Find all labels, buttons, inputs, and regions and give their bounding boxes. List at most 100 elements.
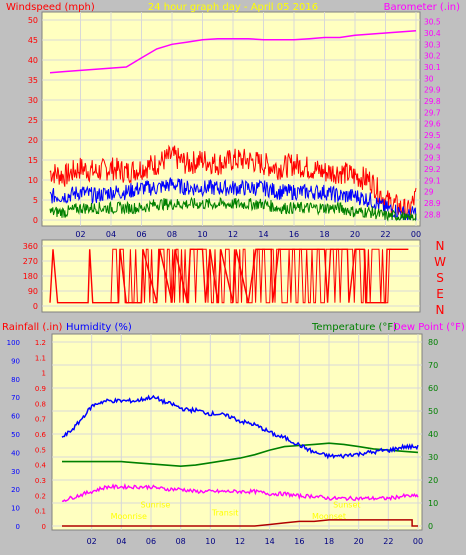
plot-area-humidity <box>51 333 423 531</box>
y-left-tick: 35 <box>28 76 38 85</box>
series-low <box>49 196 417 222</box>
humidity-tick: 90 <box>11 357 20 365</box>
x-tick: 12 <box>235 537 245 546</box>
x-tick: 02 <box>75 230 85 239</box>
x-tick: 02 <box>87 537 97 546</box>
rain-tick: 0 <box>42 523 46 531</box>
x-tick: 08 <box>167 230 177 239</box>
y-right-tick: 30.5 <box>424 18 441 27</box>
x-tick: 04 <box>106 230 116 239</box>
x-tick: 08 <box>176 537 186 546</box>
rain-tick: 1 <box>42 370 46 378</box>
series-rain <box>62 519 418 527</box>
x-tick: 12 <box>228 230 238 239</box>
x-tick: 10 <box>205 537 215 546</box>
series-temperature <box>62 442 419 468</box>
y-left-tick: 15 <box>28 156 38 165</box>
temp-tick: 0 <box>428 522 433 531</box>
x-tick: 06 <box>136 230 146 239</box>
rain-tick: 0.6 <box>35 431 47 439</box>
rain-tick: 0.4 <box>35 462 47 470</box>
x-tick: 18 <box>324 537 334 546</box>
temp-tick: 50 <box>428 407 438 416</box>
series-gust <box>49 144 417 221</box>
annotation-label: Sunset <box>333 501 360 510</box>
x-tick: 00 <box>411 230 421 239</box>
annotation-label: Sunrise <box>141 501 171 510</box>
series-barometer <box>49 29 417 74</box>
y-left-tick: 0 <box>33 216 38 225</box>
temp-tick: 20 <box>428 476 438 485</box>
humidity-tick: 10 <box>11 505 20 513</box>
y-right-tick: 30.4 <box>424 29 441 38</box>
y-direction-tick: 0 <box>33 302 38 311</box>
y-right-tick: 30 <box>424 74 434 83</box>
y-left-tick: 25 <box>28 116 38 125</box>
compass-label: S <box>436 271 444 285</box>
x-tick: 04 <box>116 537 126 546</box>
rain-tick: 0.9 <box>35 385 46 393</box>
y-left-tick: 50 <box>28 16 38 25</box>
y-right-tick: 29 <box>424 188 434 197</box>
humidity-axis-label: Humidity (%) <box>66 322 132 333</box>
rain-tick: 1.1 <box>35 354 46 362</box>
humidity-tick: 80 <box>11 376 20 384</box>
chart-title: 24 hour graph day - April 05 2016 <box>148 2 318 13</box>
y-right-tick: 29.5 <box>424 131 441 140</box>
y-right-tick: 29.8 <box>424 97 441 106</box>
y-direction-tick: 270 <box>23 257 38 266</box>
temp-tick: 10 <box>428 499 438 508</box>
y-right-tick: 29.4 <box>424 142 441 151</box>
temperature-axis-label: Temperature (°F) <box>311 322 397 333</box>
compass-label: E <box>436 287 444 301</box>
x-tick: 20 <box>354 537 364 546</box>
y-direction-tick: 360 <box>23 242 38 251</box>
y-right-tick: 29.1 <box>424 176 441 185</box>
rain-tick: 1.2 <box>35 339 46 347</box>
x-tick: 00 <box>413 537 423 546</box>
x-tick: 06 <box>146 537 156 546</box>
right-axis-label: Barometer (.in) <box>384 2 460 13</box>
compass-label: N <box>436 303 445 317</box>
dewpoint-axis-label: Dew Point (°F) <box>393 322 465 333</box>
y-left-tick: 40 <box>28 56 38 65</box>
humidity-tick: 30 <box>11 468 20 476</box>
y-direction-tick: 90 <box>28 287 38 296</box>
y-right-tick: 30.2 <box>424 52 441 61</box>
rain-tick: 0.7 <box>35 416 46 424</box>
rain-tick: 0.2 <box>35 492 46 500</box>
annotation-label: Transit <box>211 509 239 518</box>
humidity-tick: 20 <box>11 486 20 494</box>
x-tick: 20 <box>350 230 360 239</box>
annotation-label: Moonset <box>312 512 346 521</box>
series-direction-dense <box>110 248 392 304</box>
y-right-tick: 29.2 <box>424 165 441 174</box>
humidity-tick: 50 <box>11 431 20 439</box>
y-right-tick: 29.3 <box>424 154 441 163</box>
y-left-tick: 5 <box>33 196 38 205</box>
rain-tick: 0.5 <box>35 446 46 454</box>
rain-tick: 0.1 <box>35 508 46 516</box>
y-right-tick: 29.9 <box>424 86 441 95</box>
y-right-tick: 28.8 <box>424 210 441 219</box>
x-tick: 22 <box>383 537 393 546</box>
humidity-tick: 0 <box>16 523 20 531</box>
x-tick: 14 <box>258 230 268 239</box>
rain-axis-label: Rainfall (.in) <box>2 322 63 333</box>
humidity-tick: 100 <box>7 339 20 347</box>
y-left-tick: 20 <box>28 136 38 145</box>
rain-tick: 0.3 <box>35 477 46 485</box>
temp-tick: 70 <box>428 361 438 370</box>
y-direction-tick: 180 <box>23 272 38 281</box>
humidity-tick: 70 <box>11 394 20 402</box>
annotation-label: Moonrise <box>111 512 147 521</box>
compass-label: N <box>436 239 445 253</box>
humidity-tick: 40 <box>11 449 20 457</box>
rain-tick: 0.8 <box>35 400 46 408</box>
compass-label: W <box>434 255 446 269</box>
temp-tick: 60 <box>428 384 438 393</box>
x-tick: 18 <box>319 230 329 239</box>
y-left-tick: 30 <box>28 96 38 105</box>
temp-tick: 80 <box>428 338 438 347</box>
